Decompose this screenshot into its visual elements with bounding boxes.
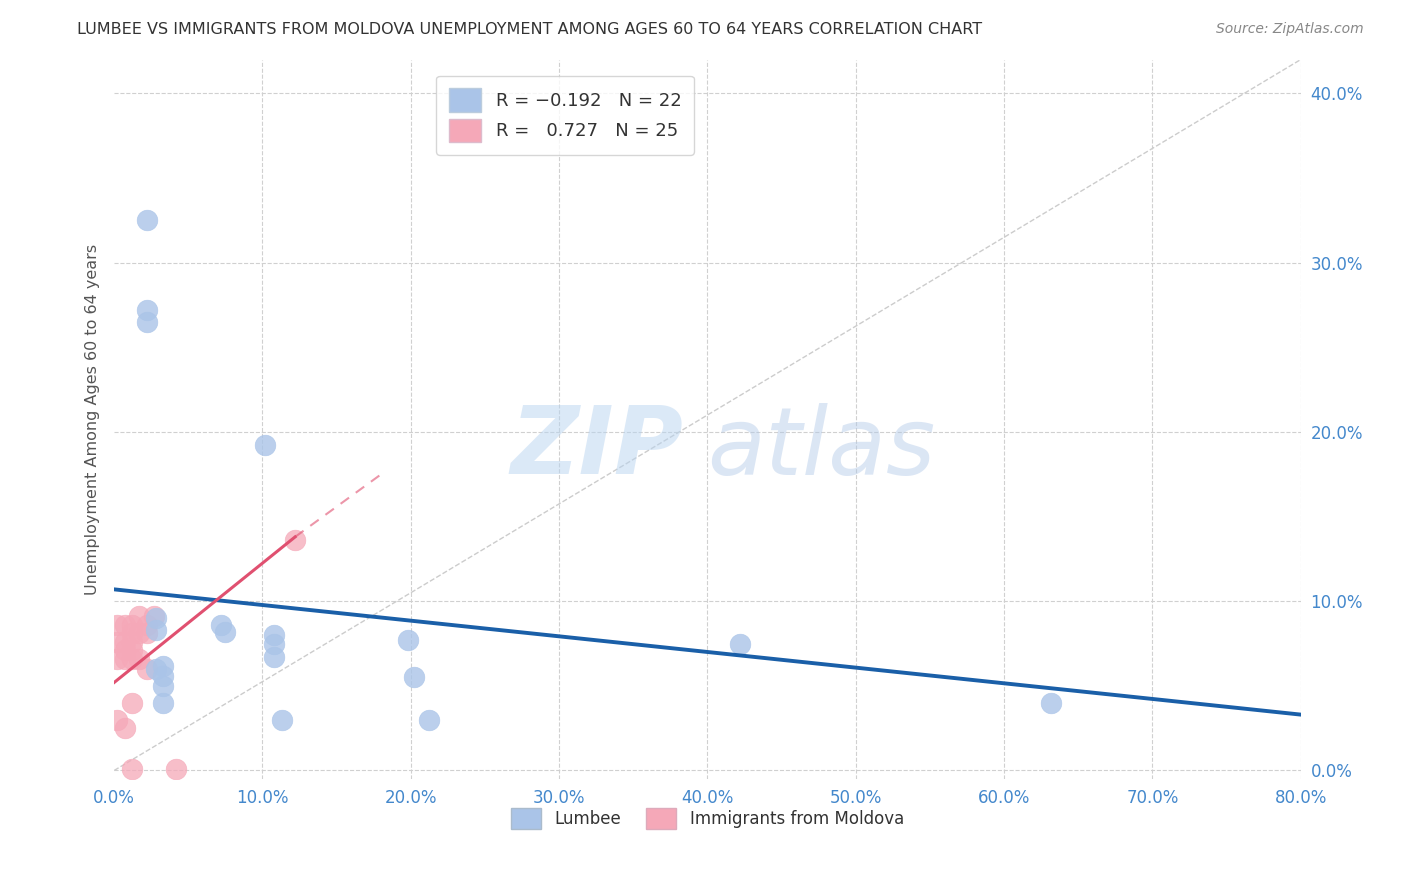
Point xyxy=(121,652,143,666)
Point xyxy=(114,618,136,632)
Point xyxy=(166,762,188,776)
Text: Source: ZipAtlas.com: Source: ZipAtlas.com xyxy=(1216,22,1364,37)
Point xyxy=(128,626,150,640)
Point xyxy=(135,303,157,318)
Point xyxy=(152,658,174,673)
Point xyxy=(254,438,277,452)
Point xyxy=(121,643,143,657)
Point xyxy=(105,652,128,666)
Text: LUMBEE VS IMMIGRANTS FROM MOLDOVA UNEMPLOYMENT AMONG AGES 60 TO 64 YEARS CORRELA: LUMBEE VS IMMIGRANTS FROM MOLDOVA UNEMPL… xyxy=(77,22,983,37)
Point xyxy=(214,624,236,639)
Point xyxy=(135,662,157,676)
Point xyxy=(270,713,292,727)
Point xyxy=(121,762,143,776)
Point xyxy=(121,635,143,649)
Point xyxy=(128,609,150,624)
Text: ZIP: ZIP xyxy=(510,402,683,494)
Point xyxy=(152,679,174,693)
Point xyxy=(209,618,232,632)
Point xyxy=(152,668,174,682)
Point xyxy=(402,670,425,684)
Point xyxy=(121,626,143,640)
Point xyxy=(143,609,166,624)
Point xyxy=(1040,696,1063,710)
Point xyxy=(105,713,128,727)
Point xyxy=(135,618,157,632)
Point xyxy=(105,618,128,632)
Point xyxy=(114,643,136,657)
Point xyxy=(728,636,751,650)
Point xyxy=(145,623,167,637)
Legend: Lumbee, Immigrants from Moldova: Lumbee, Immigrants from Moldova xyxy=(505,802,911,835)
Point xyxy=(135,626,157,640)
Point xyxy=(121,618,143,632)
Point xyxy=(263,636,285,650)
Point xyxy=(263,628,285,642)
Point xyxy=(114,635,136,649)
Point xyxy=(284,533,307,548)
Point xyxy=(145,611,167,625)
Point xyxy=(135,213,157,227)
Point xyxy=(105,635,128,649)
Point xyxy=(263,650,285,665)
Point xyxy=(121,696,143,710)
Point xyxy=(135,315,157,329)
Point xyxy=(114,721,136,735)
Y-axis label: Unemployment Among Ages 60 to 64 years: Unemployment Among Ages 60 to 64 years xyxy=(86,244,100,595)
Point xyxy=(114,652,136,666)
Point xyxy=(396,633,419,648)
Text: atlas: atlas xyxy=(707,402,935,493)
Point xyxy=(128,652,150,666)
Point xyxy=(418,713,440,727)
Point xyxy=(145,662,167,676)
Point xyxy=(152,696,174,710)
